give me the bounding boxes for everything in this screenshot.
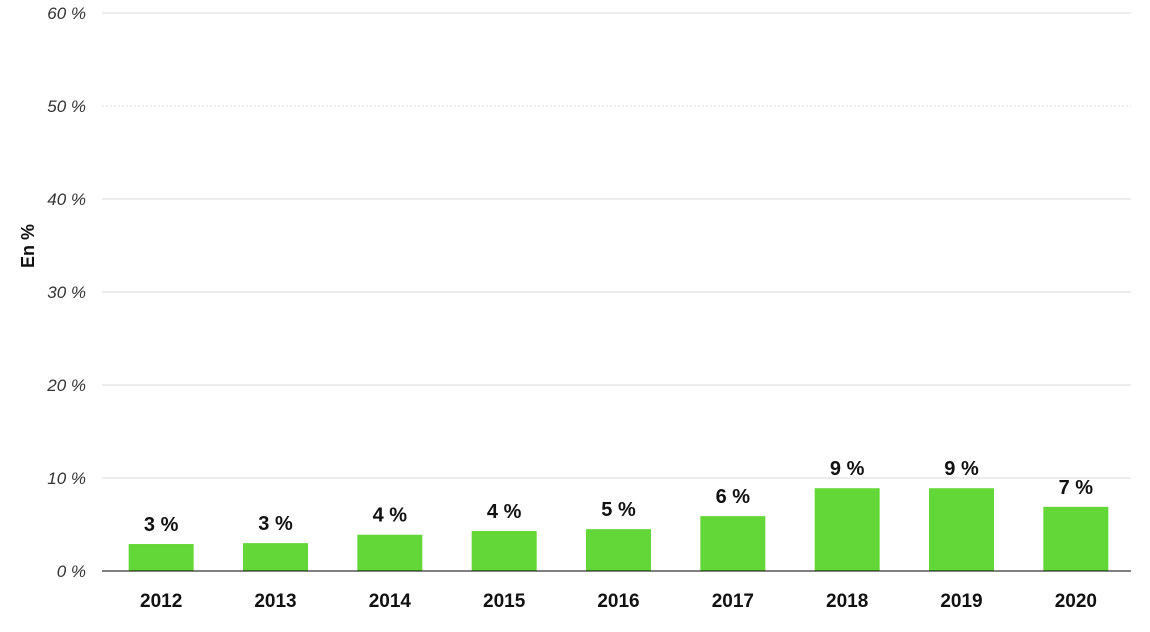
bar <box>586 529 651 571</box>
data-label: 6 % <box>716 486 751 508</box>
gridlines <box>102 12 1131 479</box>
data-label: 4 % <box>487 501 522 523</box>
bar <box>700 516 766 571</box>
x-tick-label: 2019 <box>940 591 982 612</box>
bar <box>243 543 308 571</box>
bar <box>814 488 880 571</box>
data-label: 9 % <box>830 458 865 480</box>
bar <box>929 488 994 571</box>
x-axis-ticks: 2012 2013 2014 2015 2016 2017 2018 2019 2020 <box>140 591 1097 612</box>
y-axis-ticks: 0 % 10 % 20 % 30 % 40 % 50 % 60 % <box>46 4 86 581</box>
y-axis-title: En % <box>18 224 38 268</box>
bar <box>1043 506 1109 571</box>
y-tick-label: 50 % <box>47 97 86 116</box>
x-tick-label: 2016 <box>597 591 639 612</box>
bars <box>128 488 1109 571</box>
data-labels: 3 % 3 % 4 % 4 % 5 % 6 % 9 % 9 % 7 % <box>144 458 1093 536</box>
x-tick-label: 2017 <box>712 591 754 612</box>
x-tick-label: 2018 <box>826 591 868 612</box>
bar <box>471 531 537 571</box>
x-tick-label: 2012 <box>140 591 182 612</box>
bar <box>128 544 194 571</box>
y-tick-label: 40 % <box>47 190 86 209</box>
data-label: 3 % <box>258 513 293 535</box>
data-label: 4 % <box>373 505 408 527</box>
y-tick-label: 30 % <box>47 283 86 302</box>
data-label: 5 % <box>601 499 636 521</box>
data-label: 3 % <box>144 514 179 536</box>
data-label: 9 % <box>944 458 979 480</box>
y-tick-label: 10 % <box>47 469 86 488</box>
y-tick-label: 0 % <box>57 562 86 581</box>
x-tick-label: 2015 <box>483 591 526 612</box>
x-tick-label: 2014 <box>369 591 412 612</box>
y-tick-label: 20 % <box>46 376 86 395</box>
x-tick-label: 2013 <box>254 591 296 612</box>
x-tick-label: 2020 <box>1055 591 1097 612</box>
data-label: 7 % <box>1059 477 1094 499</box>
bar <box>357 534 423 571</box>
y-tick-label: 60 % <box>47 4 86 23</box>
